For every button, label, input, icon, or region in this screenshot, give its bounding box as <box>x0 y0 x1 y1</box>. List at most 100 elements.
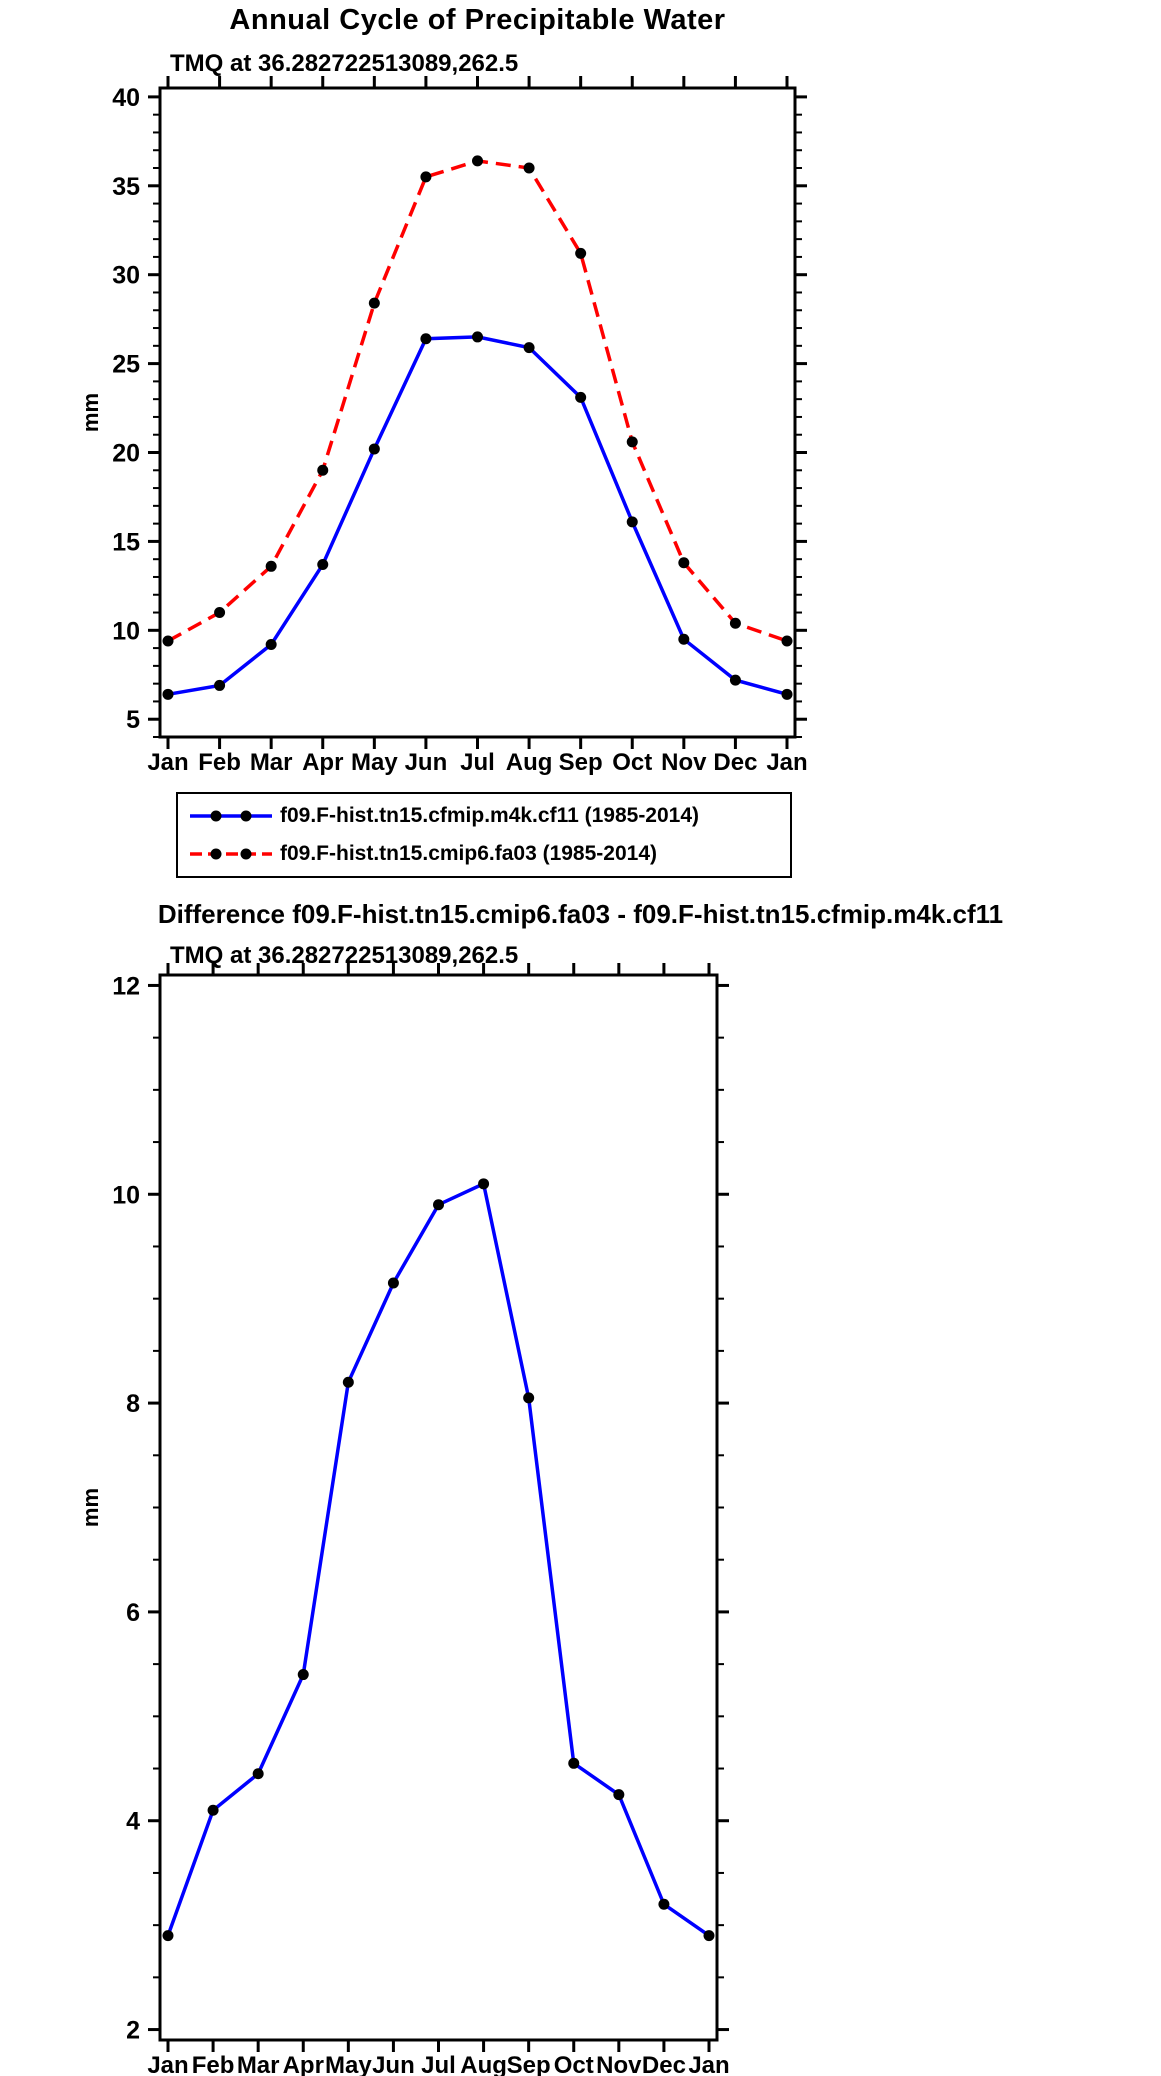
x-tick-label: Jan <box>147 2052 188 2076</box>
legend-label-cfmip: f09.F-hist.tn15.cfmip.m4k.cf11 (1985-201… <box>280 804 700 827</box>
x-tick-label: Feb <box>198 749 241 776</box>
y-tick-label: 8 <box>126 1390 140 1418</box>
x-tick-label: Jul <box>460 749 495 776</box>
data-point-marker <box>368 443 380 455</box>
data-point-marker <box>207 1804 219 1816</box>
x-tick-label: Jun <box>405 749 448 776</box>
top-chart-subtitle: TMQ at 36.282722513089,262.5 <box>170 50 519 77</box>
x-tick-label: Jul <box>421 2052 456 2076</box>
y-tick-label: 2 <box>126 2017 140 2045</box>
legend-sample-marker <box>240 810 252 822</box>
data-point-marker <box>781 688 793 700</box>
data-point-marker <box>265 639 277 651</box>
data-point-marker <box>658 1898 670 1910</box>
data-point-marker <box>678 633 690 645</box>
y-tick-label: 30 <box>112 262 140 290</box>
data-point-marker <box>297 1669 309 1681</box>
x-tick-label: Apr <box>283 2052 324 2076</box>
data-point-marker <box>626 436 638 448</box>
y-tick-label: 15 <box>112 528 140 556</box>
y-axis-label: mm <box>78 1488 103 1527</box>
y-tick-label: 25 <box>112 351 140 379</box>
data-point-marker <box>729 674 741 686</box>
legend-label-cmip6: f09.F-hist.tn15.cmip6.fa03 (1985-2014) <box>280 842 657 865</box>
legend: f09.F-hist.tn15.cfmip.m4k.cf11 (1985-201… <box>176 792 792 878</box>
data-point-marker <box>478 1178 490 1190</box>
data-point-marker <box>613 1789 625 1801</box>
x-tick-label: May <box>325 2052 372 2076</box>
data-point-marker <box>472 155 483 167</box>
data-point-marker <box>420 171 432 183</box>
x-tick-label: Oct <box>612 749 652 776</box>
plot-frame <box>158 973 719 2042</box>
data-point-marker <box>420 333 432 345</box>
data-point-marker <box>703 1930 715 1942</box>
y-tick-label: 20 <box>112 440 140 468</box>
data-point-marker <box>214 679 226 691</box>
data-point-marker <box>162 1930 174 1942</box>
x-tick-label: Feb <box>192 2052 235 2076</box>
y-tick-label: 6 <box>126 1599 140 1627</box>
x-tick-label: Jan <box>147 749 188 776</box>
data-point-marker <box>678 557 690 569</box>
x-tick-label: Aug <box>506 749 553 776</box>
plot-frame <box>158 86 797 739</box>
x-tick-label: Sep <box>559 749 603 776</box>
data-series <box>162 1178 715 1942</box>
legend-sample-marker <box>210 848 222 860</box>
axis-ticks <box>148 76 807 749</box>
axis-ticks <box>148 963 729 2052</box>
series-line <box>167 159 788 643</box>
data-point-marker <box>368 297 380 309</box>
x-tick-label: May <box>351 749 398 776</box>
data-point-marker <box>523 342 535 354</box>
legend-line-sample-solid <box>190 810 272 822</box>
y-tick-label: 10 <box>112 617 140 645</box>
data-point-marker <box>729 617 741 629</box>
data-point-marker <box>252 1768 264 1780</box>
x-tick-label: Dec <box>713 749 757 776</box>
data-point-marker <box>342 1376 354 1388</box>
x-tick-label: Nov <box>661 749 707 776</box>
data-point-marker <box>317 464 329 476</box>
data-point-marker <box>317 559 329 571</box>
x-tick-label: Jan <box>766 749 807 776</box>
y-tick-label: 10 <box>112 1181 140 1209</box>
y-tick-label: 4 <box>126 1808 140 1836</box>
data-point-marker <box>781 635 793 647</box>
data-point-marker <box>472 331 483 343</box>
data-point-marker <box>523 1392 535 1404</box>
x-tick-label: Jun <box>372 2052 415 2076</box>
bottom-chart-subtitle: TMQ at 36.282722513089,262.5 <box>170 942 519 969</box>
data-series <box>162 155 793 700</box>
series-line <box>166 1181 710 1938</box>
data-point-marker <box>575 391 587 403</box>
x-tick-label: Nov <box>596 2052 642 2076</box>
series-line <box>167 335 788 697</box>
y-axis-label: mm <box>78 393 103 432</box>
legend-sample-marker <box>210 810 222 822</box>
data-point-marker <box>523 162 535 174</box>
x-tick-label: Aug <box>460 2052 507 2076</box>
y-tick-label: 35 <box>112 173 140 201</box>
legend-row-cfmip: f09.F-hist.tn15.cfmip.m4k.cf11 (1985-201… <box>178 797 790 835</box>
data-point-marker <box>626 516 638 528</box>
data-point-marker <box>387 1277 399 1289</box>
legend-sample-marker <box>240 848 252 860</box>
x-tick-label: Mar <box>250 749 293 776</box>
main-title: Annual Cycle of Precipitable Water <box>229 4 726 36</box>
x-tick-label: Mar <box>237 2052 280 2076</box>
x-tick-label: Oct <box>554 2052 594 2076</box>
x-tick-label: Sep <box>507 2052 551 2076</box>
data-point-marker <box>433 1199 444 1211</box>
y-tick-label: 5 <box>126 706 140 734</box>
axis-tick-labels: 5 10 15 20 25 30 35 40 Jan Feb Mar Apr May Jun Jul Aug S… <box>78 84 808 776</box>
top-chart: 5 10 15 20 25 30 35 40 Jan Feb Mar Apr May Jun Jul Aug S… <box>78 76 808 776</box>
data-point-marker <box>265 560 277 572</box>
data-point-marker <box>214 607 226 619</box>
legend-line-sample-dashed <box>190 848 272 860</box>
y-tick-label: 40 <box>112 84 140 112</box>
